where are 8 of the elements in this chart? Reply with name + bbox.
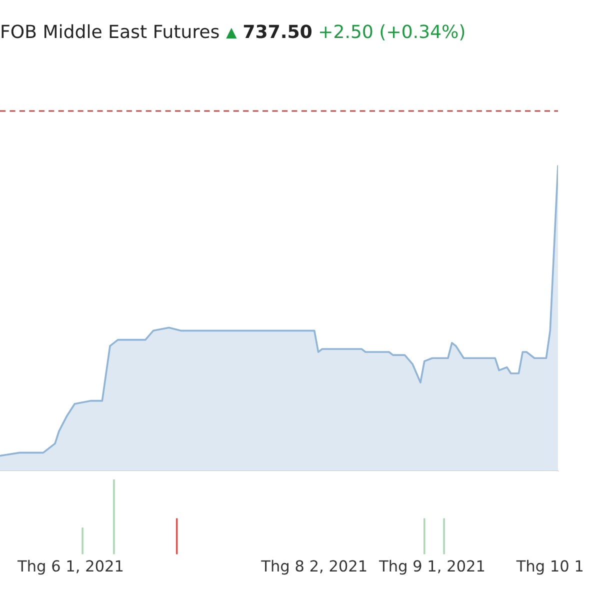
text: +2.50 (+0.34%) [320,24,464,40]
x-tick-label: Thg 8 2, 2021 [261,560,366,575]
x-tick-label: Thg 6 1, 2021 [17,560,123,575]
text: 737.50 [244,24,312,38]
x-tick-label: Thg 10 1 [516,560,583,575]
chart-title: FOB Middle East Futures [2,24,219,38]
x-tick-label: Thg 9 1, 2021 [378,560,484,575]
text: ▲ [226,28,237,39]
